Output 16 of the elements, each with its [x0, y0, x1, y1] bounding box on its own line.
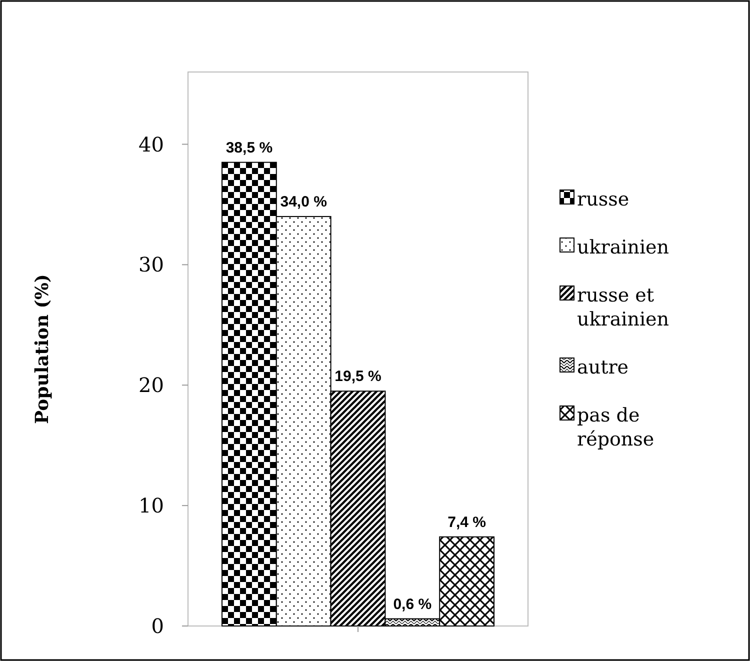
y-tick-label: 0: [151, 614, 164, 638]
data-label: 0,6 %: [393, 596, 432, 613]
data-label: 38,5 %: [226, 139, 273, 156]
data-label: 34,0 %: [280, 194, 327, 211]
y-tick-label: 10: [138, 494, 164, 518]
legend-label: autre: [577, 356, 629, 379]
legend-label: ukrainien: [577, 236, 670, 259]
legend-label: russe: [577, 188, 630, 211]
legend-label: pas de réponse: [577, 404, 654, 450]
y-tick-label: 40: [138, 132, 164, 156]
data-label: 19,5 %: [334, 368, 382, 386]
y-tick-label: 30: [138, 252, 164, 277]
y-tick-label: 20: [138, 373, 164, 398]
legend-label: russe et ukrainien: [577, 284, 670, 330]
y-axis-title: Population (%): [32, 274, 53, 424]
data-label: 7,4 %: [448, 514, 486, 531]
